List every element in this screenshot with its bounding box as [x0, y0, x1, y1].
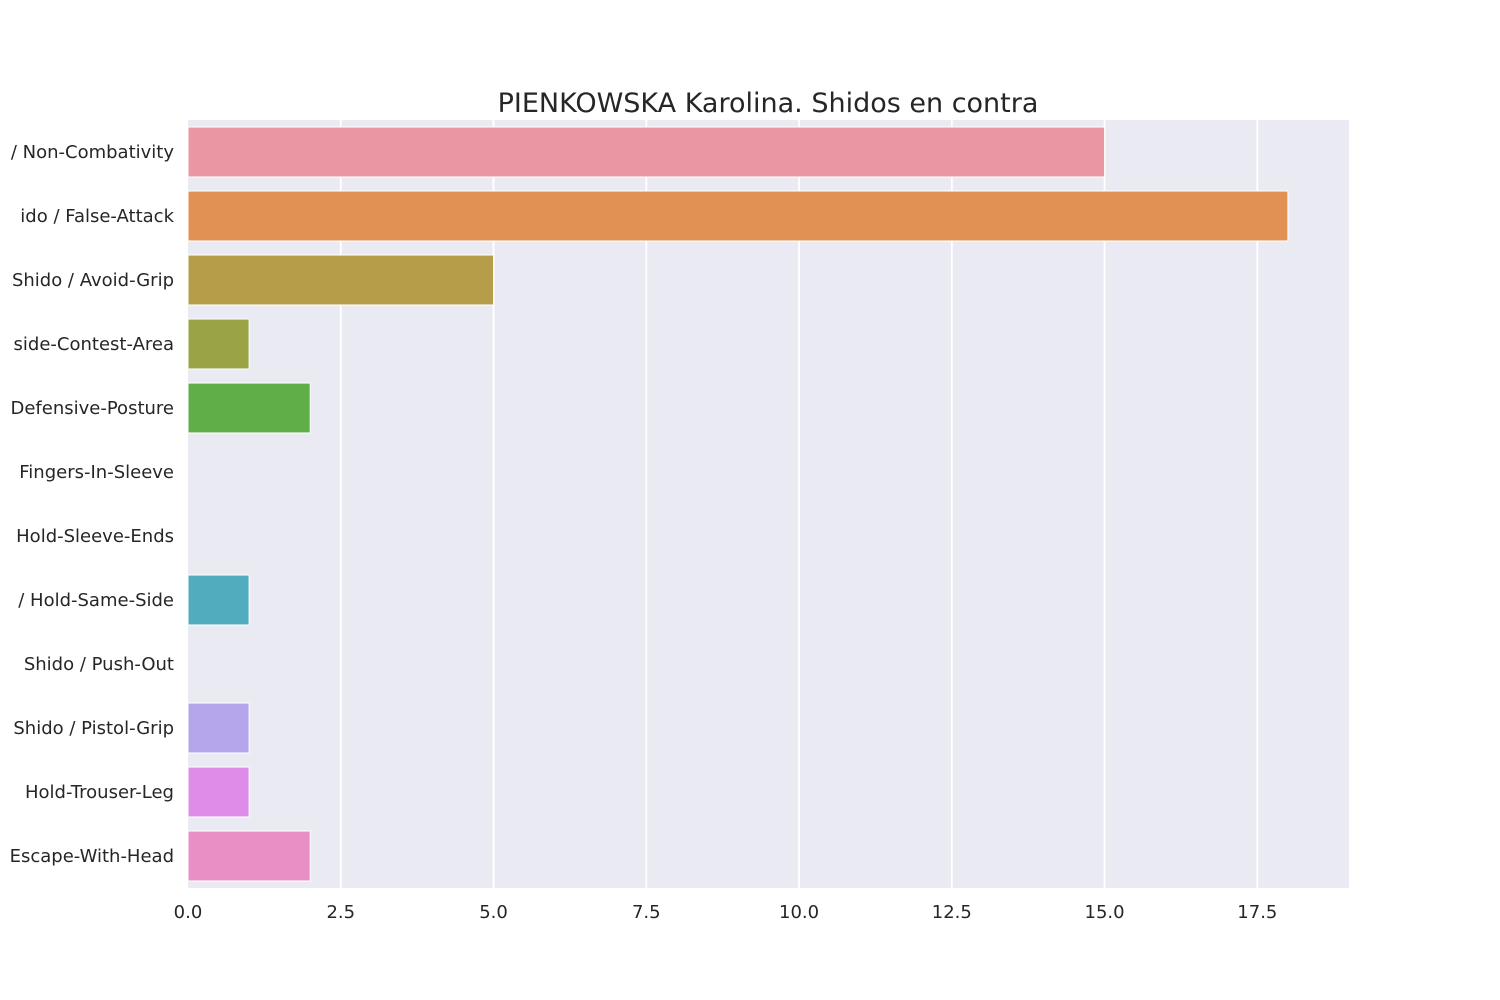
y-tick-label: Hold-Trouser-Leg [25, 782, 174, 803]
plot-area [188, 120, 1349, 888]
x-tick-label: 7.5 [632, 902, 661, 923]
bar [187, 190, 1289, 242]
y-tick-label: / Hold-Same-Side [18, 590, 174, 611]
y-tick-label: Shido / Pistol-Grip [13, 718, 174, 739]
bar [187, 702, 250, 754]
x-tick-label: 17.5 [1237, 902, 1277, 923]
y-tick-label: / Non-Combativity [11, 142, 175, 163]
y-tick-label: Shido / Avoid-Grip [12, 270, 174, 291]
x-tick-label: 2.5 [326, 902, 355, 923]
bar [187, 126, 1106, 178]
x-tick-label: 12.5 [932, 902, 972, 923]
y-tick-label: Escape-With-Head [10, 846, 174, 867]
bars [187, 126, 1289, 882]
bar [187, 254, 495, 306]
bar [187, 766, 250, 818]
y-tick-label: Fingers-In-Sleeve [19, 462, 174, 483]
chart-title: PIENKOWSKA Karolina. Shidos en contra [498, 88, 1039, 119]
x-tick-label: 0.0 [174, 902, 203, 923]
y-tick-label: side-Contest-Area [14, 334, 174, 355]
bar [187, 574, 250, 626]
y-tick-label: Shido / Push-Out [24, 654, 174, 675]
bar [187, 382, 311, 434]
x-tick-label: 15.0 [1085, 902, 1125, 923]
x-tick-label: 5.0 [479, 902, 508, 923]
y-tick-labels: / Non-Combativity ido / False-Attack Shido… [10, 142, 175, 867]
y-tick-label: Hold-Sleeve-Ends [16, 526, 174, 547]
y-tick-label: Defensive-Posture [10, 398, 174, 419]
bar [187, 830, 311, 882]
bar [187, 318, 250, 370]
gridlines [339, 120, 1259, 888]
x-tick-labels: 0.0 2.5 5.0 7.5 10.0 12.5 15.0 17.5 [174, 902, 1278, 923]
x-tick-label: 10.0 [779, 902, 819, 923]
y-tick-label: ido / False-Attack [20, 206, 174, 227]
